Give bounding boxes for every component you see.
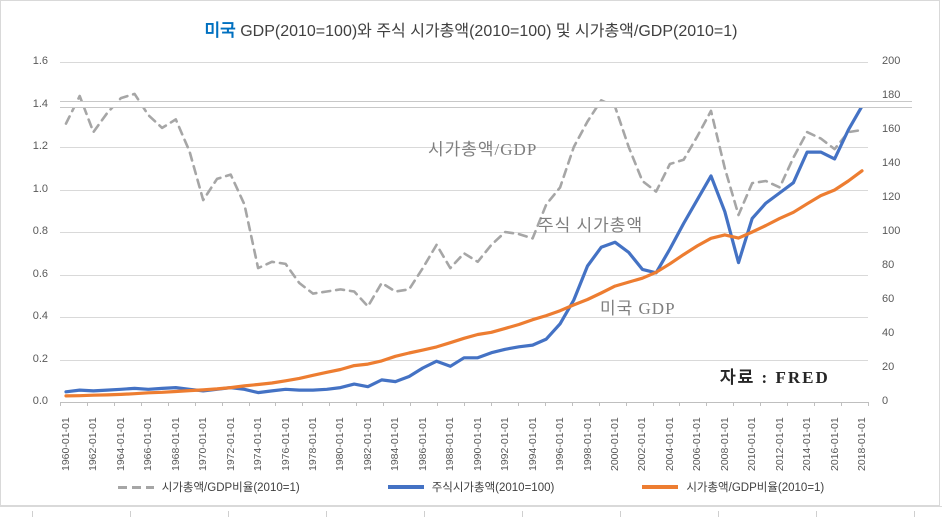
x-axis-tickmark xyxy=(598,402,600,406)
left-axis-tick-label: 0.8 xyxy=(32,225,48,237)
gridline xyxy=(60,189,868,191)
left-axis-tick-label: 1.4 xyxy=(32,97,48,110)
legend-item-1[interactable]: 주식시가총액(2010=100) xyxy=(387,479,555,495)
worksheet-cell-border xyxy=(130,511,131,517)
x-axis-tickmark xyxy=(571,402,573,406)
x-axis-tickmark xyxy=(383,402,385,406)
x-axis-tickmark xyxy=(410,402,412,406)
right-axis-tick-label: 180 xyxy=(882,89,901,101)
left-axis-tick-label: 0.0 xyxy=(32,395,48,407)
x-axis-tickmark xyxy=(544,402,546,406)
x-axis-tickmark xyxy=(679,402,681,406)
gridline xyxy=(60,274,868,276)
x-axis-tickmark xyxy=(787,402,789,406)
legend-item-2[interactable]: 시가총액/GDP비율(2010=1) xyxy=(642,479,824,495)
worksheet-cell-border xyxy=(522,511,523,517)
x-axis-tickmark xyxy=(437,402,439,406)
left-axis-tick-label: 1.6 xyxy=(32,55,48,67)
line-marker-icon xyxy=(387,485,424,489)
reference-band xyxy=(60,100,912,108)
gridline xyxy=(60,359,868,361)
chart-frame xyxy=(0,0,940,506)
worksheet-cell-border xyxy=(326,511,327,517)
title-highlight: 미국 xyxy=(204,21,236,40)
right-axis-tick-label: 160 xyxy=(882,123,901,135)
x-axis-tickmark xyxy=(625,402,627,406)
x-axis-tickmark xyxy=(221,402,223,406)
right-axis-tick-label: 80 xyxy=(882,259,895,271)
right-axis-tick-label: 200 xyxy=(882,55,901,67)
left-axis-tick-label: 1.0 xyxy=(32,182,48,195)
legend-label: 시가총액/GDP비율(2010=1) xyxy=(686,482,825,494)
right-axis-tick-label: 100 xyxy=(882,225,901,237)
left-axis-tick-label: 1.2 xyxy=(32,140,48,152)
legend-label: 시가총액/GDP비율(2010=1) xyxy=(161,482,300,494)
series-line-2[interactable] xyxy=(64,169,864,398)
worksheet-strip xyxy=(0,506,942,517)
title-text: GDP(2010=100)와 주식 시가총액(2010=100) 및 시가총액/… xyxy=(235,23,738,40)
left-axis-tick-label: 0.6 xyxy=(32,267,48,280)
x-axis-tickmark xyxy=(167,402,169,406)
right-axis-tick-label: 0 xyxy=(882,395,889,407)
left-axis-tick-label: 0.2 xyxy=(32,352,48,365)
x-axis-tickmark xyxy=(356,402,358,406)
annotation-data-source: 자료 : FRED xyxy=(720,368,830,387)
x-axis-tickmark xyxy=(302,402,304,406)
gridline xyxy=(60,62,868,63)
right-axis-tick-label: 60 xyxy=(882,293,895,305)
right-axis-tick-label: 140 xyxy=(882,157,901,169)
x-axis-tickmark xyxy=(760,402,762,406)
gridline xyxy=(60,232,868,233)
worksheet-cell-border xyxy=(228,511,229,517)
annotation-us-gdp: 미국 GDP xyxy=(600,299,676,318)
x-axis-tickmark xyxy=(86,402,88,406)
x-axis-tickmark xyxy=(275,402,277,406)
worksheet-cell-border xyxy=(620,511,621,517)
x-axis-tickmark xyxy=(194,402,196,406)
worksheet-cell-border xyxy=(914,511,915,517)
x-axis-tickmark xyxy=(517,402,519,406)
right-axis-tick-label: 20 xyxy=(882,361,895,373)
right-axis-tick-label: 40 xyxy=(882,327,895,339)
series-line-0[interactable] xyxy=(64,92,864,308)
x-axis-tickmark xyxy=(868,402,869,406)
x-axis-tickmark xyxy=(113,402,115,406)
worksheet-cell-border xyxy=(424,511,425,517)
right-axis-tick-label: 120 xyxy=(882,191,901,203)
annotation-stock-marketcap: 주식 시가총액 xyxy=(538,216,644,235)
gridline xyxy=(60,147,868,148)
annotation-marketcap-gdp-ratio: 시가총액/GDP xyxy=(428,140,538,159)
worksheet-cell-border xyxy=(816,511,817,517)
worksheet-cell-border xyxy=(718,511,719,517)
x-axis-tickmark xyxy=(706,402,708,406)
x-axis-tickmark xyxy=(733,402,735,406)
x-axis-tickmark xyxy=(841,402,843,406)
chart-legend: 시가총액/GDP비율(2010=1) 주식시가총액(2010=100) 시가총액/G… xyxy=(0,479,942,495)
x-axis-tickmark xyxy=(464,402,465,406)
chart-title: 미국 GDP(2010=100)와 주식 시가총액(2010=100) 및 시가… xyxy=(0,16,942,41)
left-axis-tick-label: 0.4 xyxy=(32,310,48,322)
worksheet-cell-border xyxy=(32,511,33,517)
x-axis-tickmark xyxy=(814,402,816,406)
line-marker-icon xyxy=(642,485,679,489)
x-axis-tickmark xyxy=(140,402,142,406)
x-axis-tickmark xyxy=(329,402,331,406)
legend-item-0[interactable]: 시가총액/GDP비율(2010=1) xyxy=(117,479,300,495)
dashed-line-marker-icon xyxy=(117,485,154,489)
x-axis-tickmark xyxy=(652,402,654,406)
x-axis-tickmark xyxy=(60,402,61,406)
legend-label: 주식시가총액(2010=100) xyxy=(431,482,555,494)
x-axis-tickmark xyxy=(490,402,492,406)
x-axis-tickmark xyxy=(248,402,250,406)
gridline xyxy=(60,317,868,318)
